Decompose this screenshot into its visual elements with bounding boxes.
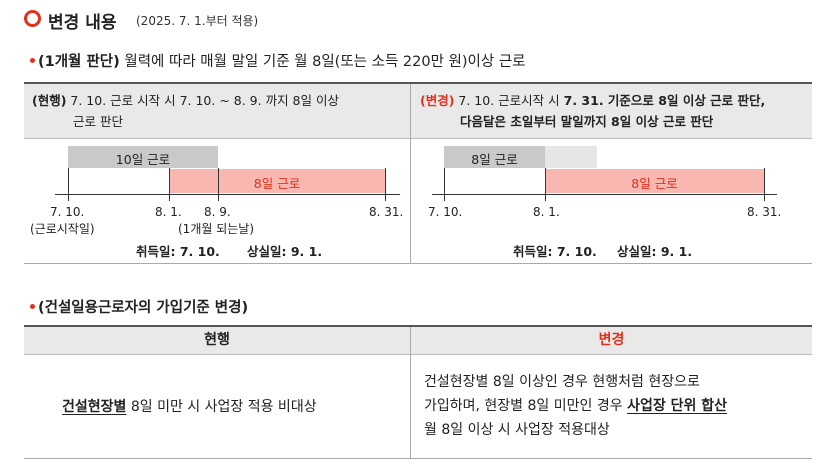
left-acquire-date: 취득일: 7. 10. <box>136 244 220 259</box>
left-tick-801 <box>169 168 170 201</box>
left-tick-label-3: 8. 31. <box>369 205 404 219</box>
left-tick-note-month: (1개월 되는날) <box>178 222 255 236</box>
left-pink-bar-label: 8일 근로 <box>253 176 301 191</box>
change-rule-line1: 건설현장별 8일 이상인 경우 현행처럼 현장으로 <box>424 374 700 390</box>
changed-text-1b: 7. 31. 기준으로 8일 이상 근로 판단, <box>563 93 766 108</box>
current-text-1: 7. 10. 근로 시작 시 7. 10. ~ 8. 9. 까지 8일 이상 <box>66 93 339 108</box>
table1-top-border <box>24 82 812 84</box>
left-tick-809 <box>218 168 219 201</box>
left-tick-710 <box>68 168 69 201</box>
changed-rule-line1: (변경) 7. 10. 근로시작 시 7. 31. 기준으로 8일 이상 근로 … <box>420 90 765 109</box>
left-tick-label-0: 7. 10. <box>50 205 85 219</box>
table2-top-border <box>24 325 812 327</box>
table2-header-divider <box>24 354 812 355</box>
current-rule-underlined: 건설현장별 <box>62 399 127 415</box>
right-timeline-axis <box>432 194 777 195</box>
left-tick-note-start: (근로시작일) <box>30 222 95 236</box>
table1-bottom-border <box>24 263 812 264</box>
right-tick-831 <box>764 168 765 201</box>
bullet-icon <box>30 58 35 63</box>
left-tick-label-1: 8. 1. <box>155 205 182 219</box>
right-pink-bar-label: 8일 근로 <box>631 176 678 191</box>
table2-header-bg <box>24 327 812 354</box>
table1-column-divider <box>410 84 411 263</box>
column-header-current: 현행 <box>204 332 230 348</box>
table1-header-divider <box>24 138 812 139</box>
right-acquire-date: 취득일: 7. 10. <box>513 244 597 259</box>
right-tick-label-2: 8. 31. <box>747 205 782 219</box>
current-rule-cell: 건설현장별 8일 미만 시 사업장 적용 비대상 <box>62 396 317 416</box>
right-gray-bar <box>444 146 545 168</box>
changed-prefix: (변경) <box>420 93 455 108</box>
table2-column-divider <box>410 327 411 459</box>
left-gray-bar <box>68 146 218 168</box>
right-tick-label-1: 8. 1. <box>533 205 560 219</box>
left-tick-831 <box>385 168 386 201</box>
right-tick-801 <box>545 168 546 201</box>
left-pink-bar <box>169 169 385 193</box>
current-rule-line2: 근로 판단 <box>73 114 123 129</box>
left-gray-bar-label: 10일 근로 <box>115 152 171 167</box>
left-timeline-axis <box>55 194 400 195</box>
change-rule-line2: 가입하며, 현장별 8일 미만인 경우 사업장 단위 합산 <box>424 395 727 415</box>
changed-rule-line2: 다음달은 초일부터 말일까지 8일 이상 근로 판단 <box>460 114 714 129</box>
left-lose-date: 상실일: 9. 1. <box>247 244 323 259</box>
change-rule-underlined: 사업장 단위 합산 <box>627 398 727 414</box>
red-circle-icon <box>24 10 41 27</box>
left-tick-label-2: 8. 9. <box>204 205 231 219</box>
table1-header-bg <box>24 84 812 138</box>
current-rule-line1: (현행) 7. 10. 근로 시작 시 7. 10. ~ 8. 9. 까지 8일… <box>32 90 339 109</box>
right-gray-bar-label: 8일 근로 <box>471 152 518 167</box>
change-rule-line3: 월 8일 이상 시 사업장 적용대상 <box>424 422 610 438</box>
section2-heading: (건설일용근로자의 가입기준 변경) <box>38 300 249 316</box>
changed-text-1a: 7. 10. 근로시작 시 <box>454 93 564 108</box>
table2-bottom-border <box>24 458 812 459</box>
section1-heading-rest: 월력에 따라 매월 말일 기준 월 8일(또는 소득 220만 원)이상 근로 <box>119 54 526 70</box>
section1-heading: (1개월 판단) 월력에 따라 매월 말일 기준 월 8일(또는 소득 220만… <box>38 50 526 71</box>
right-lose-date: 상실일: 9. 1. <box>617 244 693 259</box>
right-tick-label-0: 7. 10. <box>428 205 463 219</box>
right-pink-bar <box>545 169 764 193</box>
right-tick-710 <box>444 168 445 201</box>
section-title: 변경 내용 <box>48 13 117 33</box>
change-rule-line2a: 가입하며, 현장별 8일 미만인 경우 <box>424 398 628 414</box>
section1-heading-bold: (1개월 판단) <box>38 54 120 70</box>
bullet-icon <box>30 304 35 309</box>
column-header-change: 변경 <box>598 332 625 348</box>
current-prefix: (현행) <box>32 93 67 108</box>
right-lightgray-bar <box>545 146 597 168</box>
effective-date: (2025. 7. 1.부터 적용) <box>136 14 259 28</box>
current-rule-rest: 8일 미만 시 사업장 적용 비대상 <box>126 399 317 415</box>
